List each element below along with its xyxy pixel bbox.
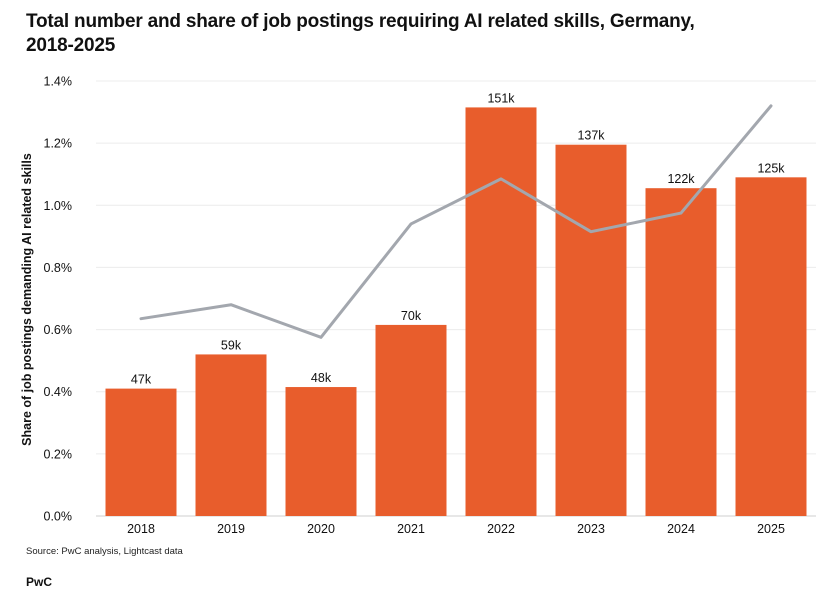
bar xyxy=(645,188,717,517)
bar-value-label: 137k xyxy=(577,129,605,143)
share-line xyxy=(139,104,773,339)
bar-value-label: 59k xyxy=(221,338,242,352)
bar xyxy=(735,177,807,517)
bar xyxy=(195,354,267,516)
bar xyxy=(465,107,537,517)
y-tick-label: 0.8% xyxy=(44,261,73,275)
y-tick-label: 0.6% xyxy=(44,323,73,337)
x-tick-label: 2025 xyxy=(757,522,785,536)
y-tick-label: 1.0% xyxy=(44,199,73,213)
y-tick-label: 1.4% xyxy=(44,75,73,89)
y-axis-title: Share of job postings demanding AI relat… xyxy=(20,153,34,446)
bar-value-label: 122k xyxy=(667,172,695,186)
bar-value-label: 47k xyxy=(131,373,152,387)
y-tick-label: 0.2% xyxy=(44,447,73,461)
x-tick-label: 2020 xyxy=(307,522,335,536)
y-tick-label: 0.4% xyxy=(44,385,73,399)
x-tick-label: 2019 xyxy=(217,522,245,536)
chart-title-line-2: 2018-2025 xyxy=(26,35,116,56)
x-tick-label: 2018 xyxy=(127,522,155,536)
bar-value-label: 70k xyxy=(401,309,422,323)
bar-value-label: 151k xyxy=(487,91,515,105)
bar-value-label: 48k xyxy=(311,371,332,385)
source-note: Source: PwC analysis, Lightcast data xyxy=(26,546,183,557)
y-tick-label: 1.2% xyxy=(44,137,73,151)
bar xyxy=(375,324,447,516)
x-tick-label: 2022 xyxy=(487,522,515,536)
x-tick-label: 2021 xyxy=(397,522,425,536)
brand-logo: PwC xyxy=(26,575,53,589)
chart-title-line-1: Total number and share of job postings r… xyxy=(26,11,695,32)
x-tick-label: 2024 xyxy=(667,522,695,536)
bar xyxy=(555,144,627,517)
bar-value-label: 125k xyxy=(757,161,785,175)
bar xyxy=(285,387,357,516)
bar xyxy=(105,388,177,516)
x-tick-label: 2023 xyxy=(577,522,605,536)
y-tick-label: 0.0% xyxy=(44,510,73,524)
chart-title: Total number and share of job postings r… xyxy=(26,10,806,58)
